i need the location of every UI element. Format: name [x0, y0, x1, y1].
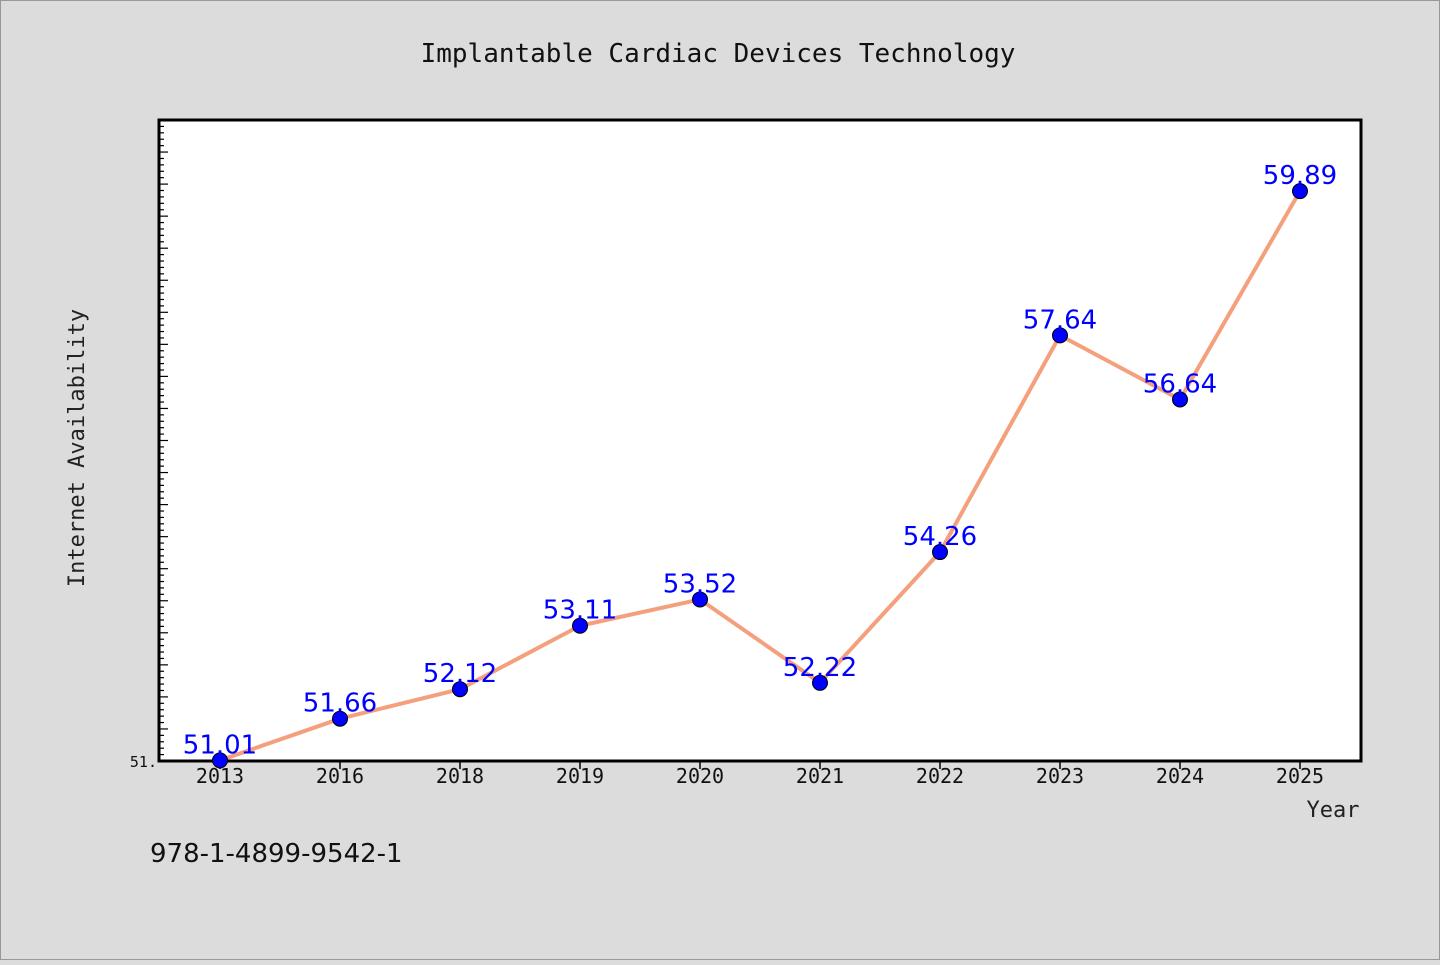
data-label: 51.01 [183, 730, 257, 760]
data-point [812, 674, 828, 691]
data-point [572, 617, 588, 634]
x-axis-ticks: 2013 2016 2018 2019 2020 2021 2022 2023 2024 2025 [196, 761, 1324, 788]
data-point [692, 591, 708, 608]
y-tick-label: 51. [130, 753, 157, 771]
data-point [1292, 183, 1308, 200]
footer-identifier: 978-1-4899-9542-1 [150, 839, 403, 869]
x-tick-label: 2019 [556, 764, 604, 788]
data-point [1172, 391, 1188, 408]
data-label: 53.52 [663, 569, 737, 599]
x-axis-title: Year [1307, 798, 1360, 823]
x-tick-label: 2024 [1156, 764, 1204, 788]
y-axis-title: Internet Availability [65, 309, 90, 587]
data-label: 52.12 [423, 659, 497, 689]
x-tick-label: 2022 [916, 764, 964, 788]
x-tick-label: 2021 [796, 764, 844, 788]
y-axis-ticks [159, 125, 168, 762]
plot-area [157, 118, 1363, 763]
x-tick-label: 2018 [436, 764, 484, 788]
data-label: 54.26 [903, 522, 977, 552]
data-point [1052, 327, 1068, 344]
data-point [212, 752, 228, 769]
data-label: 52.22 [783, 653, 857, 683]
x-tick-label: 2023 [1036, 764, 1084, 788]
data-label: 56.64 [1143, 369, 1217, 399]
x-tick-label: 2025 [1276, 764, 1324, 788]
x-tick-label: 2016 [316, 764, 364, 788]
data-label: 51.66 [303, 689, 377, 719]
x-tick-label: 2020 [676, 764, 724, 788]
data-label: 53.11 [543, 596, 617, 626]
chart-title: Implantable Cardiac Devices Technology [421, 39, 1016, 69]
data-point [452, 681, 468, 698]
series-layer: 51.01 51.66 52.12 53.11 53.52 52.22 54.26 57.64… [183, 161, 1337, 769]
data-label: 57.64 [1023, 305, 1097, 335]
data-label: 59.89 [1263, 161, 1337, 191]
data-point [332, 710, 348, 727]
data-point [932, 544, 948, 561]
series-line [218, 189, 1302, 763]
